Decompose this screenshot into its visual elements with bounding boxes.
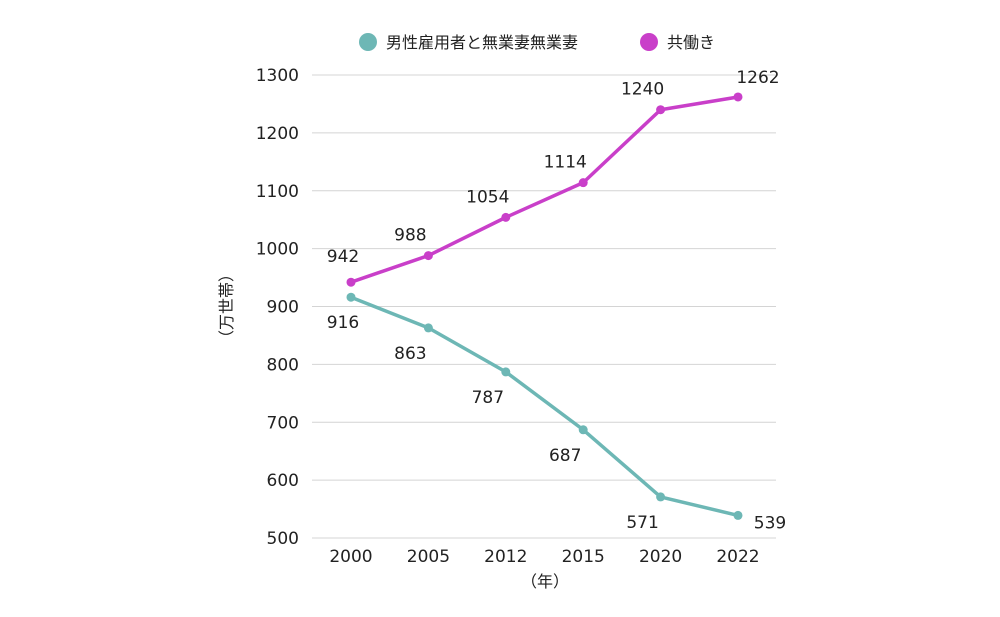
data-label: 942 bbox=[327, 247, 359, 267]
series-line bbox=[349, 95, 740, 284]
data-point bbox=[501, 367, 511, 377]
y-tick-label: 800 bbox=[267, 355, 299, 375]
y-axis-ticks: 500 600 700 800 900 1000 1100 1200 1300 bbox=[256, 66, 299, 549]
y-tick-label: 1000 bbox=[256, 240, 299, 260]
x-tick-label: 2005 bbox=[407, 547, 450, 567]
data-point bbox=[733, 510, 743, 520]
x-tick-label: 2012 bbox=[484, 547, 527, 567]
data-label: 1054 bbox=[466, 187, 509, 207]
x-tick-label: 2020 bbox=[639, 547, 682, 567]
data-point bbox=[423, 251, 433, 261]
x-axis-ticks: 2000 2005 2012 2015 2020 2022 bbox=[329, 547, 759, 567]
legend-marker bbox=[359, 33, 377, 51]
y-tick-label: 900 bbox=[267, 298, 299, 318]
data-point bbox=[578, 178, 588, 188]
data-label: 863 bbox=[394, 344, 426, 364]
data-label: 916 bbox=[327, 313, 359, 333]
data-point bbox=[346, 292, 356, 302]
data-label: 787 bbox=[472, 388, 504, 408]
x-tick-label: 2015 bbox=[562, 547, 605, 567]
series-1: 916 863 787 687 571 539 bbox=[327, 292, 786, 533]
legend: 男性雇用者と無業妻無業妻 共働き bbox=[359, 33, 715, 52]
y-tick-label: 500 bbox=[267, 529, 299, 549]
data-point bbox=[656, 492, 666, 502]
data-point bbox=[656, 105, 666, 115]
legend-label: 共働き bbox=[667, 33, 715, 52]
data-label: 687 bbox=[549, 446, 581, 466]
y-tick-label: 1200 bbox=[256, 124, 299, 144]
legend-item: 男性雇用者と無業妻無業妻 bbox=[359, 33, 578, 52]
data-point bbox=[423, 323, 433, 333]
data-point bbox=[501, 212, 511, 222]
data-label: 1114 bbox=[544, 153, 587, 173]
y-tick-label: 600 bbox=[267, 471, 299, 491]
data-label: 988 bbox=[394, 226, 426, 246]
y-tick-label: 1100 bbox=[256, 182, 299, 202]
y-tick-label: 1300 bbox=[256, 66, 299, 86]
series-2: 942 988 1054 1114 1240 1262 bbox=[327, 68, 780, 287]
legend-marker bbox=[640, 33, 658, 51]
x-tick-label: 2022 bbox=[716, 547, 759, 567]
data-point bbox=[346, 277, 356, 287]
data-label: 539 bbox=[754, 513, 786, 533]
x-axis-title: （年） bbox=[521, 572, 569, 591]
data-label: 571 bbox=[626, 513, 658, 533]
legend-item: 共働き bbox=[640, 33, 715, 52]
series-line bbox=[349, 295, 740, 518]
y-axis-title: （万世帯） bbox=[217, 266, 236, 346]
data-point bbox=[733, 92, 743, 102]
x-tick-label: 2000 bbox=[329, 547, 372, 567]
gridlines bbox=[312, 74, 776, 539]
y-tick-label: 700 bbox=[267, 413, 299, 433]
legend-label: 男性雇用者と無業妻無業妻 bbox=[386, 33, 578, 52]
data-label: 1240 bbox=[621, 80, 664, 100]
series-layer: 916 863 787 687 571 539 942 988 1054 1114 1240 1262 bbox=[327, 68, 786, 533]
data-point bbox=[578, 425, 588, 435]
data-label: 1262 bbox=[736, 68, 779, 88]
